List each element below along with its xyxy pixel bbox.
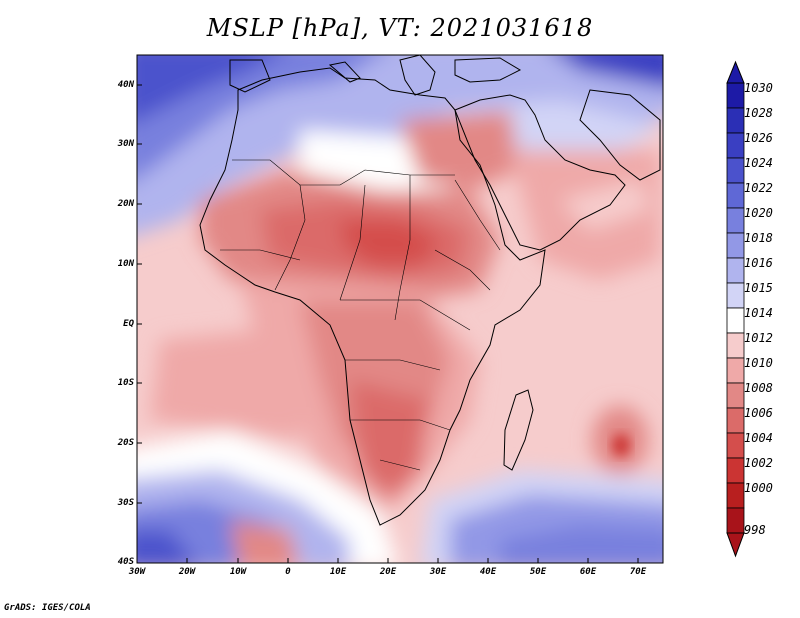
colorbar-swatch xyxy=(726,232,745,259)
map-frame xyxy=(136,54,664,564)
axis-ticks xyxy=(137,84,639,563)
x-tick-label: 20E xyxy=(379,567,397,577)
pressure-field xyxy=(137,55,663,563)
colorbar-label: 1016 xyxy=(744,256,773,270)
colorbar-label: 1028 xyxy=(744,106,773,120)
y-tick-label: 10N xyxy=(117,259,134,269)
colorbar-label: 1008 xyxy=(744,381,773,395)
colorbar-label: 1015 xyxy=(744,281,773,295)
colorbar-label: 1014 xyxy=(744,306,773,320)
x-tick-label: 0 xyxy=(285,567,291,577)
colorbar-label: 1012 xyxy=(744,331,773,345)
colorbar-swatch xyxy=(726,382,745,409)
y-tick-label: EQ xyxy=(123,319,134,329)
colorbar-swatch xyxy=(726,207,745,234)
colorbar-swatch xyxy=(726,482,745,509)
colorbar-label: 1022 xyxy=(744,181,773,195)
colorbar-swatch xyxy=(726,507,745,534)
colorbar-swatch xyxy=(726,432,745,459)
map-title: MSLP [hPa], VT: 2021031618 xyxy=(206,14,594,42)
x-tick-label: 10E xyxy=(329,567,347,577)
colorbar-swatch xyxy=(726,82,745,109)
credit-label: GrADS: IGES/COLA xyxy=(4,603,91,613)
colorbar-label: 1002 xyxy=(744,456,773,470)
colorbar-swatch xyxy=(726,282,745,309)
colorbar-label: 1020 xyxy=(744,206,773,220)
y-tick-label: 20N xyxy=(117,199,134,209)
colorbar-label: 1024 xyxy=(744,156,773,170)
y-tick-label: 40S xyxy=(117,557,134,567)
colorbar-label: 1018 xyxy=(744,231,773,245)
colorbar-swatch xyxy=(726,307,745,334)
x-tick-label: 70E xyxy=(629,567,647,577)
colorbar-swatch xyxy=(726,257,745,284)
x-tick-label: 30E xyxy=(429,567,447,577)
x-tick-label: 30W xyxy=(128,567,146,577)
colorbar-label: 1006 xyxy=(744,406,773,420)
colorbar-label: 1000 xyxy=(744,481,773,495)
borders xyxy=(220,159,501,471)
colorbar-label: 1010 xyxy=(744,356,773,370)
colorbar-top-arrow xyxy=(726,60,745,84)
x-tick-label: 20W xyxy=(178,567,196,577)
colorbar-swatch xyxy=(726,157,745,184)
colorbar-swatch xyxy=(726,132,745,159)
x-tick-label: 60E xyxy=(579,567,597,577)
colorbar-label: 998 xyxy=(744,523,766,537)
x-tick-label: 10W xyxy=(229,567,247,577)
colorbar-label: 1026 xyxy=(744,131,773,145)
y-tick-label: 30S xyxy=(117,498,134,508)
colorbar-label: 1030 xyxy=(744,81,773,95)
colorbar-swatch xyxy=(726,457,745,484)
y-tick-label: 10S xyxy=(117,378,134,388)
colorbar-swatch xyxy=(726,182,745,209)
colorbar xyxy=(726,60,745,558)
colorbar-swatch xyxy=(726,357,745,384)
colorbar-label: 1004 xyxy=(744,431,773,445)
colorbar-swatch xyxy=(726,407,745,434)
y-tick-label: 40N xyxy=(117,80,134,90)
x-tick-label: 40E xyxy=(479,567,497,577)
colorbar-swatch xyxy=(726,107,745,134)
colorbar-swatch xyxy=(726,332,745,359)
y-tick-label: 20S xyxy=(117,438,134,448)
x-tick-label: 50E xyxy=(529,567,547,577)
coastline xyxy=(199,55,661,526)
y-tick-label: 30N xyxy=(117,139,134,149)
colorbar-bottom-arrow xyxy=(726,532,745,558)
